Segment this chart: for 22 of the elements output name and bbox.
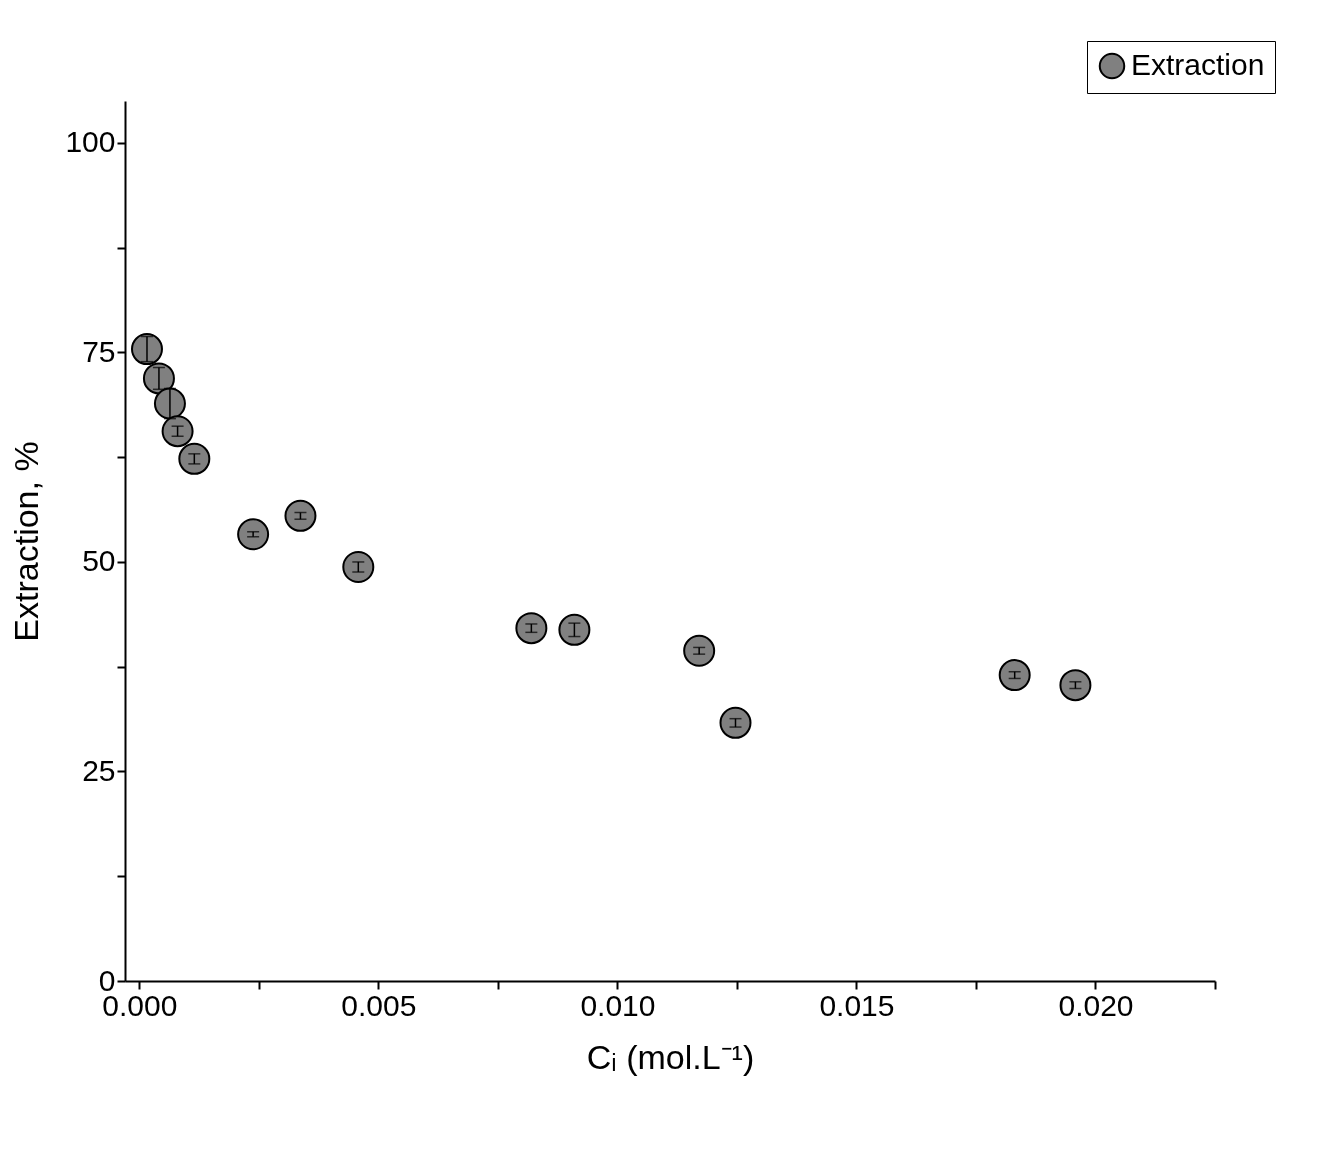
- point: [1059, 669, 1092, 702]
- point: [284, 499, 317, 532]
- point: [683, 634, 716, 667]
- x-tick-label: 0.005: [341, 988, 417, 1022]
- y-tick-label: 75: [82, 334, 116, 368]
- point: [161, 415, 194, 448]
- x-axis-title: Cᵢ (mol.L⁻¹): [586, 1037, 755, 1076]
- point: [515, 612, 548, 645]
- x-tick-label: 0.020: [1058, 988, 1134, 1022]
- y-tick-label: 50: [82, 544, 116, 578]
- x-tick-label: 0.010: [580, 988, 656, 1022]
- y-tick-label: 25: [82, 753, 116, 787]
- y-tick-label: 100: [65, 125, 116, 159]
- point: [558, 613, 591, 646]
- legend-label: Extraction: [1131, 48, 1265, 81]
- x-tick-label: 0.015: [819, 988, 895, 1022]
- point: [719, 706, 752, 739]
- point: [178, 442, 211, 475]
- point: [237, 518, 270, 551]
- point: [342, 551, 375, 583]
- y-axis-title: Extraction, %: [7, 441, 46, 642]
- point: [998, 659, 1031, 692]
